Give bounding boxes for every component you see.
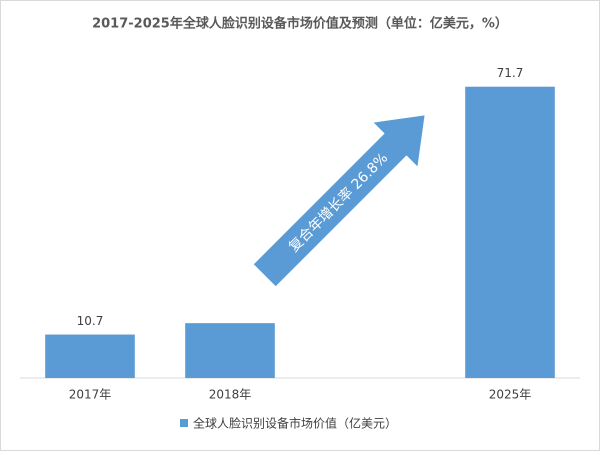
chart-title: 2017-2025年全球人脸识别设备市场价值及预测（单位：亿美元，%） xyxy=(92,16,508,32)
bar xyxy=(45,334,135,378)
bar xyxy=(185,323,275,378)
x-tick-label: 2025年 xyxy=(489,388,532,402)
value-label: 10.7 xyxy=(77,314,104,328)
x-tick-label: 2017年 xyxy=(69,388,112,402)
x-tick-label: 2018年 xyxy=(209,388,252,402)
legend-swatch xyxy=(180,419,188,427)
legend-label: 全球人脸识别设备市场价值（亿美元） xyxy=(193,416,397,431)
bar xyxy=(465,86,555,378)
value-label: 71.7 xyxy=(497,66,524,80)
arrow-shape xyxy=(249,111,429,291)
